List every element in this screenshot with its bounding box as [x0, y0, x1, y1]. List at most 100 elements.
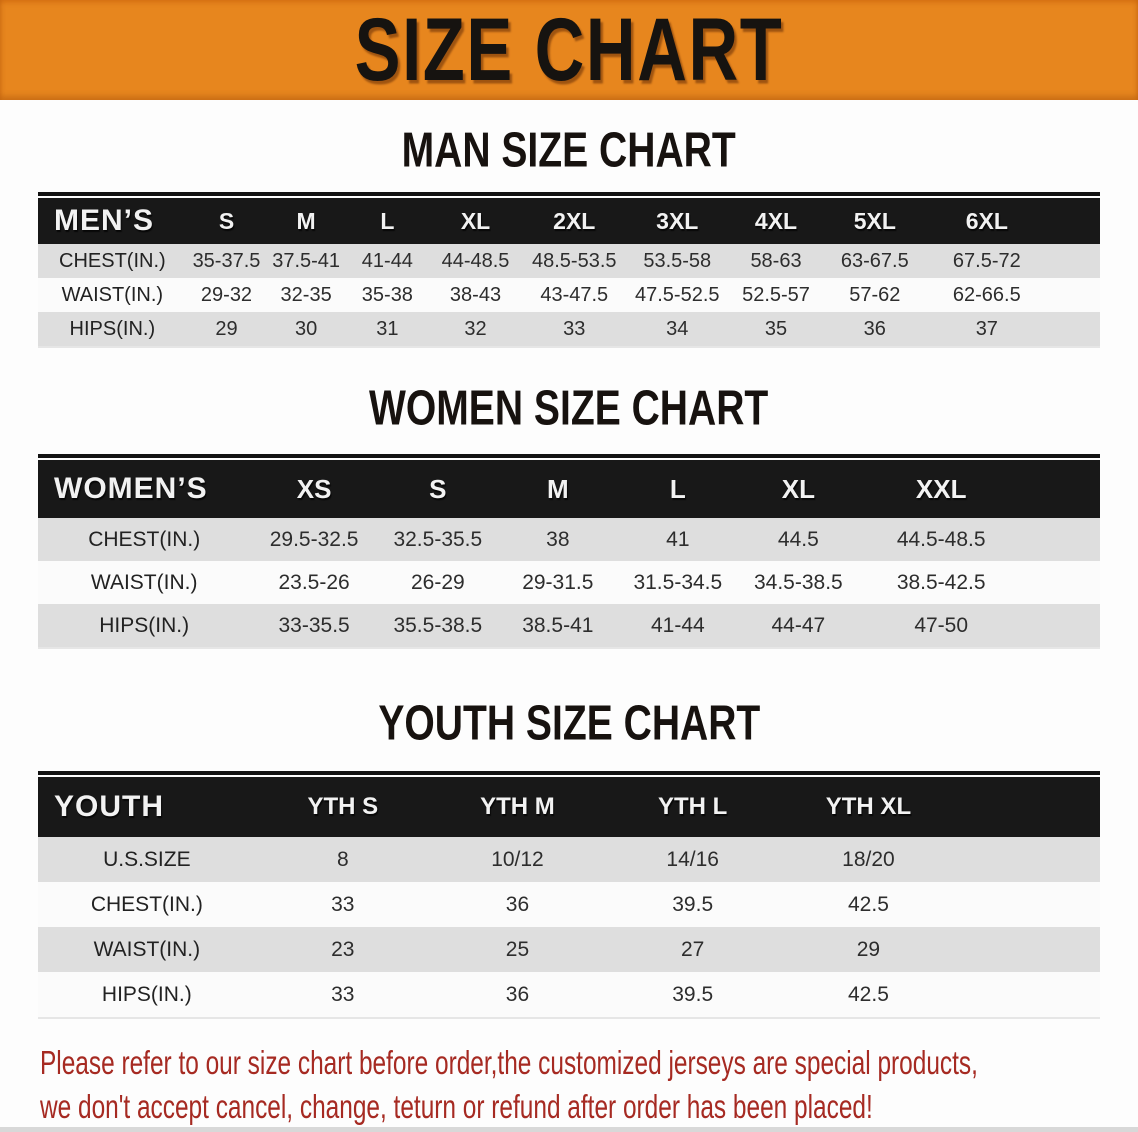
men-size-table: MEN’S S M L XL 2XL 3XL 4XL 5XL 6XL CHEST…: [38, 192, 1100, 348]
cell: 42.5: [848, 982, 889, 1006]
cell: 35-37.5: [192, 249, 261, 272]
cell: 33: [331, 982, 355, 1006]
cell: 47-50: [914, 613, 969, 637]
row-label: WAIST(IN.): [90, 570, 198, 594]
cell: 37.5-41: [272, 249, 341, 272]
size-col-header: M: [546, 473, 569, 504]
cell: 23: [331, 937, 355, 961]
cell: 26-29: [410, 570, 465, 594]
cell: 34.5-38.5: [753, 570, 843, 594]
cell: 34: [666, 317, 689, 340]
cell: 41: [666, 527, 690, 551]
disclaimer-note: Please refer to our size chart before or…: [0, 1041, 1138, 1129]
men-table-header-row: MEN’S S M L XL 2XL 3XL 4XL 5XL 6XL: [38, 198, 1100, 244]
row-label: HIPS(IN.): [69, 317, 156, 340]
youth-section-heading: YOUTH SIZE CHART: [0, 695, 1138, 750]
size-col-header: S: [218, 207, 235, 234]
size-col-header: 4XL: [754, 207, 798, 234]
size-col-header: YTH L: [658, 793, 728, 820]
row-label: CHEST(IN.): [59, 249, 166, 272]
cell: 44.5-48.5: [896, 527, 986, 551]
size-col-header: 3XL: [656, 207, 699, 234]
size-col-header: YTH S: [307, 793, 379, 820]
women-hips-row: HIPS(IN.) 33-35.5 35.5-38.5 38.5-41 41-4…: [38, 604, 1100, 647]
cell: 36: [505, 892, 530, 916]
cell: 35: [764, 317, 788, 340]
row-label: WAIST(IN.): [61, 283, 164, 306]
cell: 29-31.5: [522, 570, 594, 594]
row-label: HIPS(IN.): [101, 982, 192, 1006]
youth-table-title: YOUTH: [54, 790, 164, 823]
cell: 44-47: [771, 613, 826, 637]
row-label: CHEST(IN.): [88, 527, 201, 551]
youth-waist-row: WAIST(IN.) 23 25 27 29: [38, 927, 1100, 972]
men-chest-row: CHEST(IN.) 35-37.5 37.5-41 41-44 44-48.5…: [38, 244, 1100, 278]
cell: 27: [681, 937, 705, 961]
row-label: WAIST(IN.): [93, 937, 201, 961]
row-label: CHEST(IN.): [90, 892, 203, 916]
size-col-header: YTH XL: [825, 793, 912, 820]
row-label: U.S.SIZE: [103, 847, 191, 871]
cell: 63-67.5: [840, 249, 909, 272]
table-top-rule: [38, 192, 1100, 196]
men-section-heading: MAN SIZE CHART: [0, 122, 1138, 177]
cell: 42.5: [848, 892, 889, 916]
cell: 38-43: [449, 283, 502, 306]
banner-title: SIZE CHART: [354, 0, 784, 100]
cell: 38.5-42.5: [896, 570, 986, 594]
women-section-heading: WOMEN SIZE CHART: [0, 380, 1138, 435]
cell: 36: [505, 982, 530, 1006]
women-heading-text: WOMEN SIZE CHART: [369, 379, 769, 436]
youth-ussize-row: U.S.SIZE 8 10/12 14/16 18/20: [38, 837, 1100, 882]
cell: 25: [505, 937, 530, 961]
women-table-title: WOMEN’S: [54, 472, 208, 505]
disclaimer-line-1: Please refer to our size chart before or…: [40, 1044, 978, 1081]
cell: 36: [863, 317, 886, 340]
cell: 67.5-72: [952, 249, 1021, 272]
cell: 33-35.5: [278, 613, 350, 637]
cell: 41-44: [650, 613, 705, 637]
cell: 30: [295, 317, 318, 340]
cell: 8: [336, 847, 349, 871]
banner: SIZE CHART: [0, 0, 1138, 100]
cell: 39.5: [672, 892, 714, 916]
size-col-header: XL: [781, 473, 815, 504]
youth-size-table: YOUTH YTH S YTH M YTH L YTH XL U.S.SIZE …: [38, 771, 1100, 1019]
size-col-header: M: [296, 207, 316, 234]
cell: 18/20: [842, 847, 895, 871]
women-size-table: WOMEN’S XS S M L XL XXL CHEST(IN.) 29.5-…: [38, 454, 1100, 649]
cell: 23.5-26: [278, 570, 350, 594]
men-heading-text: MAN SIZE CHART: [401, 121, 737, 178]
bottom-edge-strip: [0, 1127, 1138, 1132]
youth-chest-row: CHEST(IN.) 33 36 39.5 42.5: [38, 882, 1100, 927]
disclaimer-line-2: we don't accept cancel, change, teturn o…: [40, 1088, 873, 1125]
size-col-header: 2XL: [553, 207, 596, 234]
cell: 38.5-41: [522, 613, 594, 637]
youth-hips-row: HIPS(IN.) 33 36 39.5 42.5: [38, 972, 1100, 1017]
cell: 38: [546, 527, 570, 551]
cell: 32.5-35.5: [393, 527, 483, 551]
men-waist-row: WAIST(IN.) 29-32 32-35 35-38 38-43 43-47…: [38, 278, 1100, 312]
cell: 31: [376, 317, 399, 340]
cell: 29: [856, 937, 881, 961]
cell: 39.5: [672, 982, 714, 1006]
cell: 10/12: [491, 847, 544, 871]
cell: 62-66.5: [952, 283, 1021, 306]
cell: 48.5-53.5: [532, 249, 617, 272]
men-hips-row: HIPS(IN.) 29 30 31 32 33 34 35 36 37: [38, 312, 1100, 346]
size-col-header: XL: [460, 207, 491, 234]
size-col-header: XS: [296, 473, 332, 504]
size-col-header: 6XL: [965, 207, 1008, 234]
cell: 57-62: [849, 283, 901, 306]
cell: 52.5-57: [742, 283, 810, 306]
cell: 33: [563, 317, 586, 340]
size-col-header: 5XL: [853, 207, 896, 234]
youth-table-header-row: YOUTH YTH S YTH M YTH L YTH XL: [38, 777, 1100, 837]
cell: 53.5-58: [643, 249, 712, 272]
cell: 37: [975, 317, 998, 340]
cell: 32-35: [280, 283, 332, 306]
cell: 14/16: [666, 847, 719, 871]
cell: 35-38: [361, 283, 413, 306]
cell: 29.5-32.5: [269, 527, 359, 551]
